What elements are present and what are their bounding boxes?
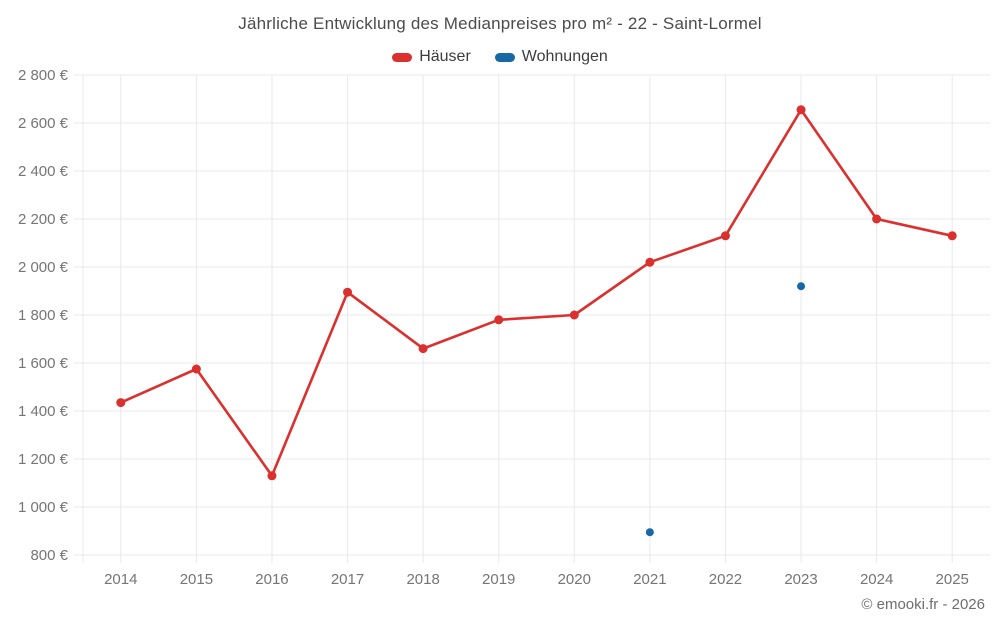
y-tick-label: 2 400 € (18, 163, 69, 180)
series-0-point[interactable] (872, 214, 882, 224)
series-0-point[interactable] (191, 364, 201, 374)
series-0-line (119, 108, 954, 478)
series-0-point[interactable] (796, 105, 806, 115)
x-tick-label: 2017 (331, 571, 364, 588)
legend-label-wohnungen: Wohnungen (521, 48, 608, 65)
x-tick-label: 2016 (255, 571, 288, 588)
legend-item-haeuser[interactable]: Häuser (392, 48, 471, 66)
x-tick-label: 2023 (784, 571, 817, 588)
y-tick-label: 2 600 € (18, 115, 69, 132)
y-tick-label: 2 200 € (18, 211, 69, 228)
y-tick-label: 2 800 € (18, 67, 69, 84)
legend-label-haeuser: Häuser (419, 48, 471, 65)
series-1-point[interactable] (797, 282, 806, 291)
y-tick-label: 1 000 € (18, 499, 69, 516)
series-0-point[interactable] (947, 231, 957, 241)
chart-title: Jährliche Entwicklung des Medianpreises … (238, 14, 762, 33)
series-0-point[interactable] (494, 315, 504, 325)
x-tick-label: 2020 (558, 571, 591, 588)
y-tick-label: 1 800 € (18, 307, 69, 324)
y-tick-label: 1 400 € (18, 403, 69, 420)
x-tick-label: 2024 (860, 571, 893, 588)
y-tick-label: 800 € (30, 547, 68, 564)
legend-item-wohnungen[interactable]: Wohnungen (494, 48, 608, 66)
series-0-point[interactable] (267, 471, 277, 481)
wohnungen-series-swatch-icon (494, 52, 515, 62)
x-tick-label: 2019 (482, 571, 515, 588)
x-tick-label: 2015 (180, 571, 213, 588)
series-0-point[interactable] (116, 398, 126, 408)
y-tick-label: 1 200 € (18, 451, 69, 468)
series-0-point[interactable] (645, 257, 655, 267)
copyright-notice: © emooki.fr - 2026 (861, 596, 985, 613)
series-1-point[interactable] (645, 528, 654, 537)
x-tick-label: 2025 (936, 571, 969, 588)
series-0-point[interactable] (343, 287, 353, 297)
series-0-point[interactable] (569, 310, 579, 320)
haeuser-series-swatch-icon (392, 52, 413, 62)
x-tick-label: 2014 (104, 571, 137, 588)
y-tick-label: 2 000 € (18, 259, 69, 276)
y-tick-label: 1 600 € (18, 355, 69, 372)
x-tick-label: 2022 (709, 571, 742, 588)
series-0-point[interactable] (418, 344, 428, 354)
x-tick-label: 2021 (633, 571, 666, 588)
chart-legend: Häuser Wohnungen (0, 46, 1000, 68)
series-0-point[interactable] (720, 231, 730, 241)
x-tick-label: 2018 (406, 571, 439, 588)
